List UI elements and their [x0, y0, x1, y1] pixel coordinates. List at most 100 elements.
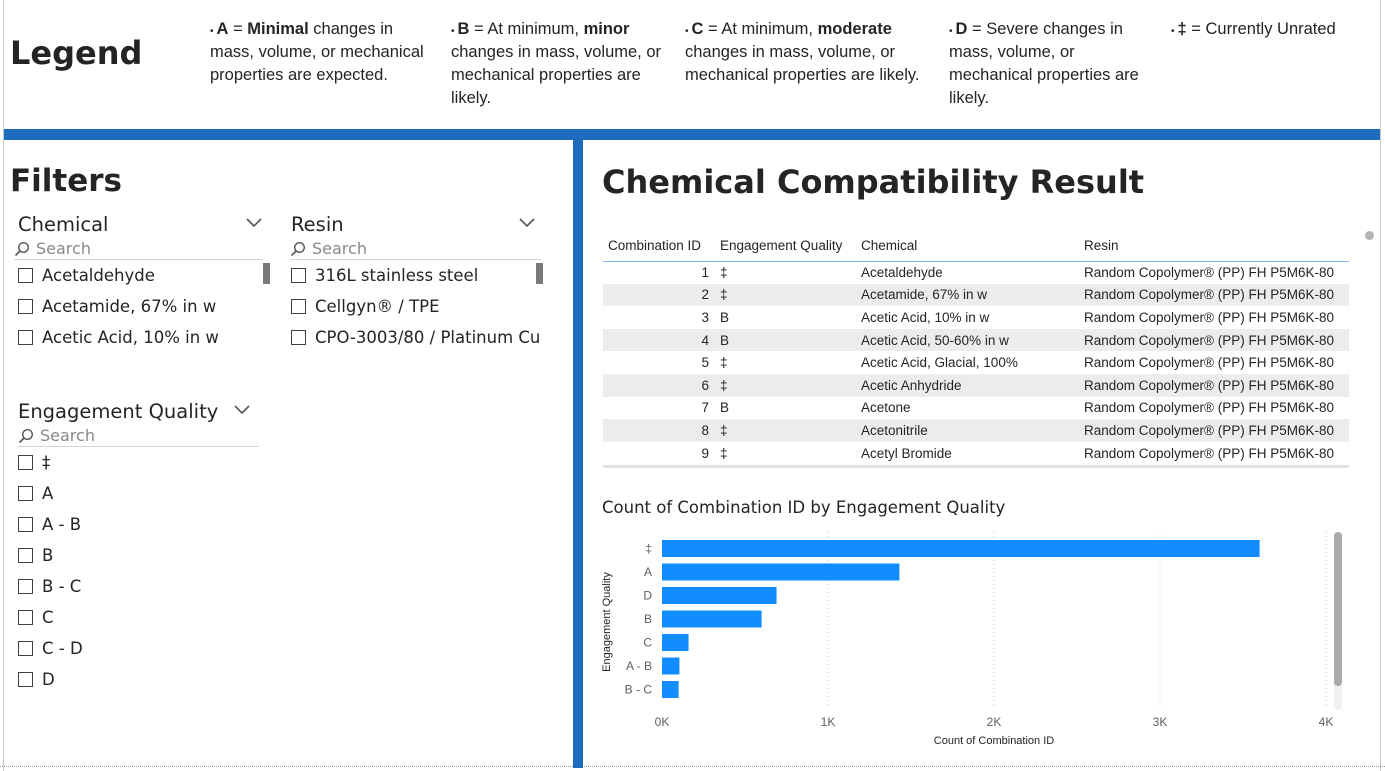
engagement-option-label: C [42, 608, 54, 627]
checkbox[interactable] [18, 268, 33, 283]
resin-option[interactable]: CPO-3003/80 / Platinum Cu... [289, 322, 541, 353]
engagement-item-list: ‡ A A - B B B - C C C - D D [16, 447, 263, 695]
chemical-option[interactable]: Acetamide, 67% in w [16, 291, 263, 322]
chevron-down-icon[interactable] [519, 218, 535, 228]
table-row[interactable]: 5 ‡ Acetic Acid, Glacial, 100% Random Copol… [603, 351, 1349, 374]
cell-engagement-quality: ‡ [720, 445, 728, 461]
table-row[interactable]: 6 ‡ Acetic Anhydride Random Copolymer® (PP)… [603, 373, 1349, 397]
chemical-search-input[interactable]: Search [14, 238, 263, 260]
cell-resin: Random Copolymer® (PP) FH P5M6K-80 [1084, 445, 1335, 461]
checkbox[interactable] [18, 548, 33, 563]
table-scroll-indicator[interactable] [1365, 231, 1374, 240]
engagement-option[interactable]: A - B [16, 509, 263, 540]
resin-slicer-header: Resin [291, 213, 344, 236]
bar[interactable] [662, 563, 900, 581]
bar[interactable] [662, 610, 762, 628]
resin-item-list: 316L stainless steel Cellgyn® / TPE CPO-30… [289, 260, 541, 353]
engagement-option[interactable]: C [16, 602, 263, 633]
cell-combination-id: 6 [603, 373, 715, 397]
cell-chemical: Acetic Acid, 50-60% in w [856, 328, 1079, 352]
checkbox[interactable] [18, 641, 33, 656]
bullet-icon: • [685, 26, 689, 37]
checkbox[interactable] [291, 268, 306, 283]
legend-emphasis: moderate [817, 20, 892, 38]
bullet-icon: • [210, 26, 214, 37]
column-header-combination-id[interactable]: Combination ID [603, 231, 715, 262]
cell-resin: Random Copolymer® (PP) FH P5M6K-80 [1084, 309, 1335, 325]
section-divider-vertical [573, 140, 583, 768]
engagement-search-input[interactable]: Search [18, 425, 259, 447]
checkbox[interactable] [18, 517, 33, 532]
engagement-option-label: A - B [42, 515, 82, 534]
bar[interactable] [662, 587, 777, 604]
checkbox[interactable] [18, 610, 33, 625]
chart-scrollbar[interactable] [1334, 532, 1342, 686]
x-axis-label: Count of Combination ID [934, 735, 1055, 747]
column-header-engagement-quality[interactable]: Engagement Quality [715, 231, 856, 262]
chemical-scrollbar[interactable] [263, 263, 270, 284]
chemical-search-placeholder: Search [36, 239, 91, 258]
y-tick-label: B - C [625, 683, 653, 697]
engagement-option[interactable]: C - D [16, 633, 263, 664]
table-scrollbar-horizontal[interactable] [603, 465, 1349, 468]
legend-item: • B = At minimum, minor changes in mass, … [451, 20, 662, 107]
checkbox[interactable] [18, 486, 33, 501]
cell-engagement-quality: ‡ [715, 283, 856, 307]
bar[interactable] [662, 681, 679, 698]
checkbox[interactable] [18, 299, 33, 314]
chevron-down-icon[interactable] [234, 405, 250, 415]
resin-option-label: 316L stainless steel [315, 266, 479, 285]
cell-engagement-quality: B [715, 328, 856, 352]
chemical-option[interactable]: Acetaldehyde [16, 260, 263, 291]
column-header-chemical[interactable]: Chemical [856, 231, 1079, 262]
cell-combination-id: 1 [701, 265, 709, 281]
table-header-row: Combination ID Engagement Quality Chemic… [603, 231, 1349, 262]
cell-combination-id: 3 [701, 309, 709, 325]
chemical-option-label: Acetaldehyde [42, 266, 155, 285]
checkbox[interactable] [18, 330, 33, 345]
chemical-slicer: Chemical Search Acetaldehyde Acetamide, 6… [14, 212, 263, 353]
section-divider-horizontal [4, 129, 1380, 140]
table-row[interactable]: 7 B Acetone Random Copolymer® (PP) FH P5M6K… [603, 397, 1349, 420]
engagement-option[interactable]: A [16, 478, 263, 509]
resin-option[interactable]: 316L stainless steel [289, 260, 541, 291]
table-row[interactable]: 1 ‡ Acetaldehyde Random Copolymer® (PP) FH … [603, 261, 1349, 284]
table-row[interactable]: 2 ‡ Acetamide, 67% in w Random Copolymer® (… [603, 283, 1349, 307]
checkbox[interactable] [291, 330, 306, 345]
resin-search-input[interactable]: Search [290, 238, 541, 260]
table-row[interactable]: 3 B Acetic Acid, 10% in w Random Copolymer®… [603, 306, 1349, 329]
engagement-option-label: B [42, 546, 54, 565]
checkbox[interactable] [18, 579, 33, 594]
table-row[interactable]: 9 ‡ Acetyl Bromide Random Copolymer® (PP) F… [603, 442, 1349, 465]
y-tick-label: A - B [626, 659, 652, 673]
engagement-option[interactable]: D [16, 664, 263, 695]
engagement-slicer-header: Engagement Quality [18, 400, 219, 423]
result-title: Chemical Compatibility Result [602, 163, 1145, 201]
chevron-down-icon[interactable] [246, 218, 262, 228]
engagement-option[interactable]: B [16, 540, 263, 571]
table-row[interactable]: 4 B Acetic Acid, 50-60% in w Random Copolym… [603, 328, 1349, 352]
search-icon [18, 428, 34, 444]
cell-engagement-quality: ‡ [720, 265, 728, 281]
legend-item: • ‡ = Currently Unrated [1171, 20, 1336, 38]
chemical-option[interactable]: Acetic Acid, 10% in w [16, 322, 263, 353]
bar[interactable] [662, 634, 689, 651]
cell-combination-id: 5 [701, 355, 709, 371]
y-tick-label: A [644, 565, 652, 579]
column-header-resin[interactable]: Resin [1079, 231, 1349, 262]
engagement-search-placeholder: Search [40, 426, 95, 445]
cell-engagement-quality: B [720, 400, 730, 416]
table-row[interactable]: 8 ‡ Acetonitrile Random Copolymer® (PP) FH … [603, 419, 1349, 442]
resin-scrollbar[interactable] [536, 263, 543, 284]
checkbox[interactable] [18, 672, 33, 687]
checkbox[interactable] [18, 455, 33, 470]
page-border-bottom [0, 766, 1385, 767]
engagement-option[interactable]: B - C [16, 571, 263, 602]
x-tick-label: 0K [655, 715, 670, 729]
bar[interactable] [662, 657, 680, 675]
checkbox[interactable] [291, 299, 306, 314]
resin-option[interactable]: Cellgyn® / TPE [289, 291, 541, 322]
cell-resin: Random Copolymer® (PP) FH P5M6K-80 [1084, 400, 1335, 416]
bar[interactable] [662, 540, 1260, 557]
engagement-option[interactable]: ‡ [16, 447, 263, 478]
